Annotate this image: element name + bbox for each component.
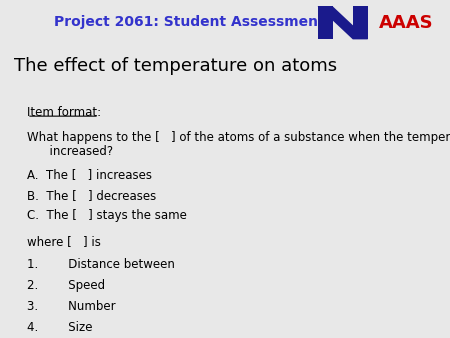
Text: Item format:: Item format:	[27, 106, 101, 119]
Polygon shape	[353, 6, 368, 40]
Text: 2.        Speed: 2. Speed	[27, 279, 105, 292]
Text: AAAS: AAAS	[378, 14, 433, 32]
Text: What happens to the [   ] of the atoms of a substance when the temperature is: What happens to the [ ] of the atoms of …	[27, 131, 450, 144]
Text: 4.        Size: 4. Size	[27, 321, 93, 334]
Text: Project 2061: Student Assessment: Project 2061: Student Assessment	[54, 15, 324, 29]
Text: 1.        Distance between: 1. Distance between	[27, 258, 175, 271]
Polygon shape	[318, 6, 368, 40]
Text: A.  The [   ] increases: A. The [ ] increases	[27, 168, 152, 182]
Text: 3.        Number: 3. Number	[27, 300, 116, 313]
Text: C.  The [   ] stays the same: C. The [ ] stays the same	[27, 209, 187, 222]
Text: B.  The [   ] decreases: B. The [ ] decreases	[27, 189, 156, 202]
Polygon shape	[318, 6, 333, 40]
Text: increased?: increased?	[27, 145, 113, 158]
Text: The effect of temperature on atoms: The effect of temperature on atoms	[14, 57, 337, 75]
Text: where [   ] is: where [ ] is	[27, 235, 101, 248]
